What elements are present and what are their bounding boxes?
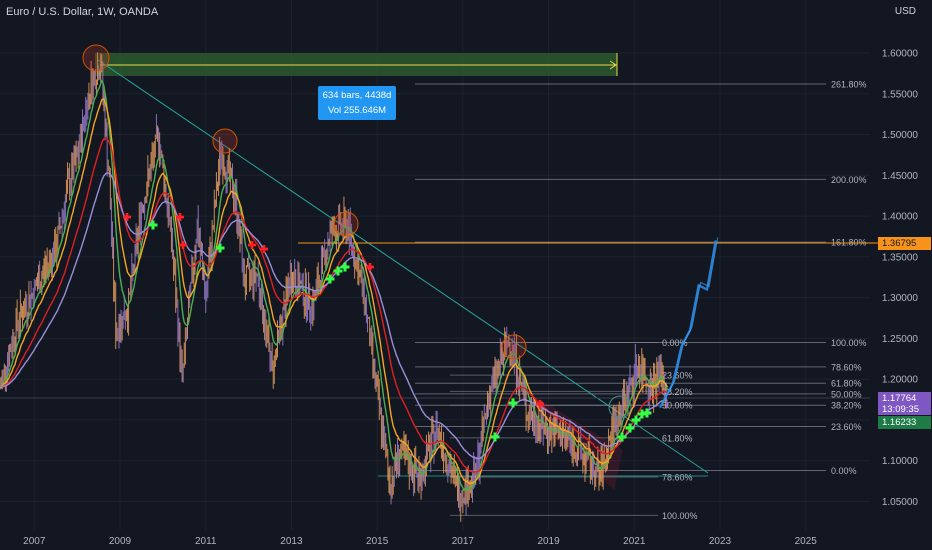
x-tick-label: 2023 [709, 536, 732, 547]
projection-path-echo [661, 237, 719, 405]
fib-ret-label: 38.20% [662, 387, 693, 397]
fib-ext-label: 261.80% [831, 79, 867, 89]
ma-orange-line [0, 98, 669, 485]
trendline[interactable] [97, 59, 709, 474]
buy-signal-marker [333, 266, 343, 276]
pivot-circle-2021 [608, 395, 632, 419]
measure-tooltip: 634 bars, 4438d Vol 255.646M [318, 86, 396, 120]
pivot-circle-2014 [333, 211, 359, 237]
y-tick-label: 1.30000 [882, 293, 919, 304]
fib-ret-label: 61.80% [662, 433, 693, 443]
y-tick-label: 1.05000 [882, 497, 919, 508]
sell-signal-marker [366, 263, 374, 271]
fib-ext-label: 23.60% [831, 422, 862, 432]
sell-signal-marker [248, 241, 256, 249]
current-price-tag: 1.17764 13:09:35 [878, 392, 931, 415]
ma-purple-line [0, 172, 668, 460]
fib-ret-label: 23.60% [662, 371, 693, 381]
x-tick-label: 2025 [795, 536, 818, 547]
fib-ext-label: 61.80% [831, 379, 862, 389]
x-tick-label: 2021 [623, 536, 646, 547]
pivot-circle-2011 [212, 128, 238, 154]
y-tick-label: 1.20000 [882, 375, 919, 386]
fib-ret-label: 78.60% [662, 473, 693, 483]
sell-signal-marker [176, 213, 184, 221]
y-tick-label: 1.50000 [882, 130, 919, 141]
y-tick-label: 1.55000 [882, 89, 919, 100]
time-axis[interactable]: 2007 2009 2011 2013 2015 2017 2019 2021 2023 2025 [23, 536, 817, 547]
buy-signal-marker [325, 274, 335, 284]
fib-ext-label: 38.20% [831, 401, 862, 411]
buy-signal-marker [508, 398, 518, 408]
sell-signal-marker [123, 213, 131, 221]
current-price-value: 1.17764 [882, 393, 917, 404]
bar-countdown: 13:09:35 [882, 404, 919, 415]
buy-signal-marker [637, 409, 647, 419]
pivot-circle-2008 [82, 44, 110, 72]
y-tick-label: 1.25000 [882, 334, 919, 345]
x-tick-label: 2013 [280, 536, 303, 547]
fib-ext-label: 0.00% [831, 466, 857, 476]
y-tick-label: 1.10000 [882, 456, 919, 467]
buy-signal-marker [617, 432, 627, 442]
buy-signal-marker [631, 415, 641, 425]
sell-signal-marker [179, 241, 187, 249]
symbol-title: Euro / U.S. Dollar, 1W, OANDA [6, 6, 159, 18]
measure-bars-text: 634 bars, 4438d [322, 90, 392, 101]
currency-label: USD [894, 6, 916, 17]
x-tick-label: 2009 [109, 536, 132, 547]
y-tick-label: 1.60000 [882, 49, 919, 60]
y-tick-label: 1.35000 [882, 252, 919, 263]
price-projection [659, 237, 719, 409]
y-tick-label: 1.40000 [882, 212, 919, 223]
signal-markers [123, 213, 652, 442]
x-tick-label: 2019 [537, 536, 560, 547]
fib-ext-label: 200.00% [831, 175, 867, 185]
x-tick-label: 2007 [23, 536, 46, 547]
x-tick-label: 2015 [366, 536, 389, 547]
sell-signal-marker [260, 245, 268, 253]
ma-green-line [0, 79, 669, 492]
sell-signal-marker [536, 400, 544, 408]
fib-ext-label: 100.00% [831, 338, 867, 348]
buy-signal-marker [215, 243, 225, 253]
measure-arrow-head [609, 60, 617, 70]
x-tick-label: 2017 [452, 536, 475, 547]
buy-signal-marker [642, 408, 652, 418]
buy-signal-marker [625, 423, 635, 433]
fib-retracement-levels: 0.00% 23.60% 38.20% 50.00% 61.80% 78.60% 100.0… [450, 338, 698, 521]
fib-ext-label: 78.60% [831, 362, 862, 372]
buy-signal-marker [490, 432, 500, 442]
buy-signal-marker [340, 262, 350, 272]
fib-ext-label: 50.00% [831, 389, 862, 399]
last-price-tag: 1.36795 [878, 237, 931, 250]
measure-volume-text: Vol 255.646M [327, 105, 387, 116]
fib-ret-label: 0.00% [662, 338, 688, 348]
y-tick-label: 1.45000 [882, 171, 919, 182]
secondary-price-tag: 1.16233 [878, 416, 931, 429]
fib-ret-label: 100.00% [662, 511, 698, 521]
x-tick-label: 2011 [195, 536, 217, 547]
fib-ret-label: 50.00% [662, 401, 693, 411]
buy-signal-marker [148, 220, 158, 230]
pivot-circle-2018 [501, 334, 527, 360]
